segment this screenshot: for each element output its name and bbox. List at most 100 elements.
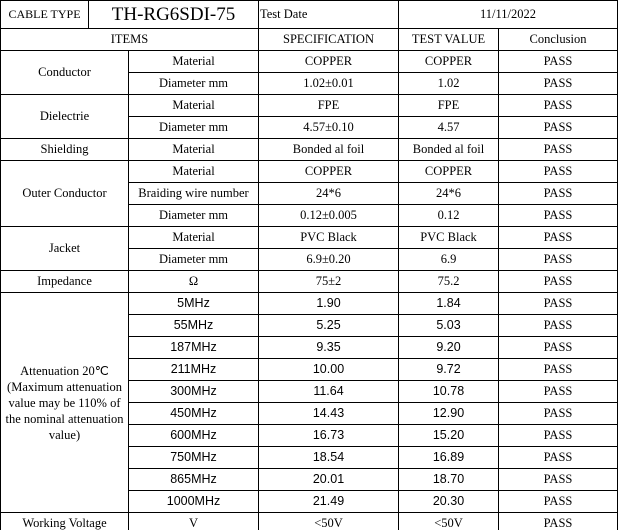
data-row: Working Voltage V <50V <50V PASS	[0, 512, 618, 530]
column-header: SPECIFICATION	[258, 28, 399, 51]
conclusion: PASS	[498, 402, 618, 425]
cable-type-label: CABLE TYPE	[0, 0, 89, 29]
test-date: 11/11/2022	[398, 0, 618, 29]
item: Working Voltage	[0, 512, 129, 530]
sub-item: Diameter mm	[128, 116, 259, 139]
sub-item: 55MHz	[128, 314, 259, 337]
specification: 14.43	[258, 402, 399, 425]
conclusion: PASS	[498, 292, 618, 315]
specification: 0.12±0.005	[258, 204, 399, 227]
test-value: FPE	[398, 94, 499, 117]
specification: 75±2	[258, 270, 399, 293]
specification: 1.90	[258, 292, 399, 315]
header-row: CABLE TYPE TH-RG6SDI-75 Test Date 11/11/…	[0, 0, 618, 29]
column-header: ITEMS	[0, 28, 259, 51]
sub-item: Diameter mm	[128, 248, 259, 271]
test-value: 20.30	[398, 490, 499, 513]
test-value: 1.02	[398, 72, 499, 95]
data-row: Diameter mm 0.12±0.005 0.12 PASS	[1, 204, 618, 227]
sub-item: Diameter mm	[128, 204, 259, 227]
test-value: Bonded al foil	[398, 138, 499, 161]
conclusion: PASS	[498, 182, 618, 205]
conclusion: PASS	[498, 446, 618, 469]
conclusion: PASS	[498, 358, 618, 381]
item: Impedance	[0, 270, 129, 293]
data-row: 450MHz 14.43 12.90 PASS	[1, 402, 618, 425]
data-row: Dielectrie Material FPE FPE PASS	[0, 94, 618, 139]
sub-item: 211MHz	[128, 358, 259, 381]
specification: 16.73	[258, 424, 399, 447]
test-value: 4.57	[398, 116, 499, 139]
specification: COPPER	[258, 50, 399, 73]
test-value: 9.72	[398, 358, 499, 381]
data-row: 55MHz 5.25 5.03 PASS	[1, 314, 618, 337]
conclusion: PASS	[498, 490, 618, 513]
item: Dielectrie	[0, 94, 129, 139]
specification: 10.00	[258, 358, 399, 381]
data-row: Impedance Ω 75±2 75.2 PASS	[0, 270, 618, 293]
specification: 9.35	[258, 336, 399, 359]
test-value: 6.9	[398, 248, 499, 271]
specification: 18.54	[258, 446, 399, 469]
sub-item: 750MHz	[128, 446, 259, 469]
data-row: Shielding Material Bonded al foil Bonded al…	[0, 138, 618, 161]
sub-item: 450MHz	[128, 402, 259, 425]
test-value: 10.78	[398, 380, 499, 403]
specification: PVC Black	[258, 226, 399, 249]
sub-item: Material	[128, 160, 259, 183]
sub-item: 300MHz	[128, 380, 259, 403]
specification: Bonded al foil	[258, 138, 399, 161]
test-value: 0.12	[398, 204, 499, 227]
test-value: <50V	[398, 512, 499, 530]
conclusion: PASS	[498, 94, 618, 117]
test-value: COPPER	[398, 50, 499, 73]
conclusion: PASS	[498, 314, 618, 337]
test-value: 18.70	[398, 468, 499, 491]
specification: 5.25	[258, 314, 399, 337]
conclusion: PASS	[498, 248, 618, 271]
item: Outer Conductor	[0, 160, 129, 227]
sub-item: 187MHz	[128, 336, 259, 359]
sub-item: 1000MHz	[128, 490, 259, 513]
specification: 21.49	[258, 490, 399, 513]
sub-item: Material	[128, 94, 259, 117]
test-value: 1.84	[398, 292, 499, 315]
conclusion: PASS	[498, 116, 618, 139]
data-row: Diameter mm 4.57±0.10 4.57 PASS	[1, 116, 618, 139]
conclusion: PASS	[498, 468, 618, 491]
conclusion: PASS	[498, 138, 618, 161]
data-row: 187MHz 9.35 9.20 PASS	[1, 336, 618, 359]
test-date-label: Test Date	[258, 0, 399, 29]
sub-item: Diameter mm	[128, 72, 259, 95]
specification: COPPER	[258, 160, 399, 183]
test-value: PVC Black	[398, 226, 499, 249]
test-value: 75.2	[398, 270, 499, 293]
conclusion: PASS	[498, 226, 618, 249]
test-value: COPPER	[398, 160, 499, 183]
item: Shielding	[0, 138, 129, 161]
sub-item: Material	[128, 226, 259, 249]
data-row: 300MHz 11.64 10.78 PASS	[1, 380, 618, 403]
item: Attenuation 20℃ (Maximum attenuation val…	[0, 292, 129, 513]
test-value: 15.20	[398, 424, 499, 447]
conclusion: PASS	[498, 512, 618, 530]
test-value: 24*6	[398, 182, 499, 205]
specification: 20.01	[258, 468, 399, 491]
conclusion: PASS	[498, 50, 618, 73]
column-header-row: ITEMS SPECIFICATION TEST VALUE Conclusio…	[0, 28, 618, 51]
specification: FPE	[258, 94, 399, 117]
data-row: Outer Conductor Material COPPER COPPER PASS	[0, 160, 618, 227]
test-value: 5.03	[398, 314, 499, 337]
conclusion: PASS	[498, 270, 618, 293]
test-value: 16.89	[398, 446, 499, 469]
specification: 4.57±0.10	[258, 116, 399, 139]
specification: 6.9±0.20	[258, 248, 399, 271]
specification: 1.02±0.01	[258, 72, 399, 95]
data-row: Jacket Material PVC Black PVC Black PASS	[0, 226, 618, 271]
specification: 11.64	[258, 380, 399, 403]
conclusion: PASS	[498, 336, 618, 359]
sub-item: 865MHz	[128, 468, 259, 491]
